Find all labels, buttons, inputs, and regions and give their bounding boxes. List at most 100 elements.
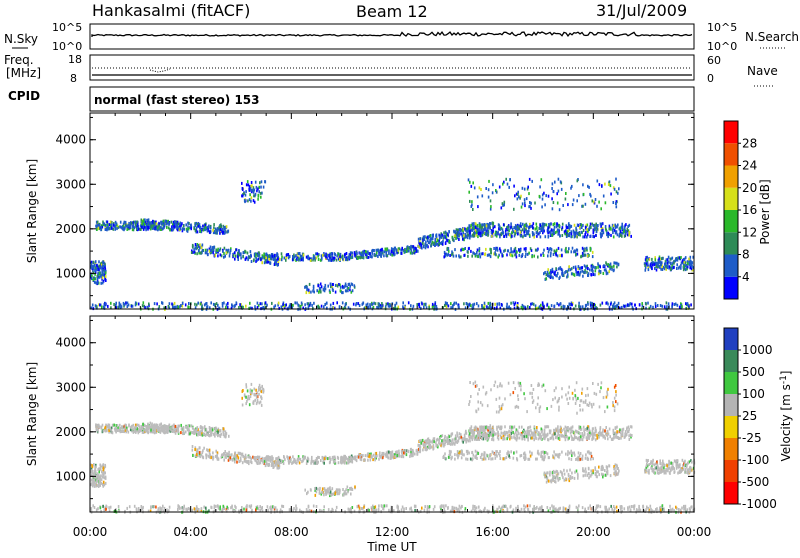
range-gate-cell <box>656 265 658 268</box>
range-gate-cell <box>219 232 221 235</box>
range-gate-cell <box>420 237 422 240</box>
range-gate-cell <box>510 302 512 305</box>
range-gate-cell <box>502 228 504 231</box>
range-gate-cell <box>481 437 483 440</box>
range-gate-cell <box>141 219 143 222</box>
range-gate-cell <box>462 238 464 241</box>
range-gate-cell <box>690 303 692 306</box>
range-gate-cell <box>261 459 263 462</box>
range-gate-cell <box>338 461 340 464</box>
range-gate-cell <box>649 258 651 261</box>
range-gate-cell <box>430 234 432 237</box>
range-gate-cell <box>260 192 262 195</box>
range-gate-cell <box>617 233 619 236</box>
range-gate-cell <box>488 196 490 199</box>
range-gate-cell <box>205 226 207 229</box>
range-gate-cell <box>354 254 356 257</box>
range-gate-cell <box>490 205 492 208</box>
range-gate-cell <box>365 454 367 457</box>
range-gate-cell <box>580 305 582 308</box>
range-gate-cell <box>685 261 687 264</box>
nsky-label: N.Sky <box>4 32 38 46</box>
colorbar-swatch <box>724 166 738 188</box>
range-gate-cell <box>185 426 187 429</box>
range-gate-cell <box>425 448 427 451</box>
range-gate-cell <box>473 226 475 229</box>
range-gate-cell <box>516 251 518 254</box>
range-gate-cell <box>109 424 111 427</box>
range-gate-cell <box>671 305 673 308</box>
range-gate-cell <box>308 458 310 461</box>
range-gate-cell <box>189 432 191 435</box>
range-gate-cell <box>587 185 589 188</box>
range-gate-cell <box>362 250 364 253</box>
range-gate-cell <box>511 436 513 439</box>
range-gate-cell <box>222 302 224 305</box>
range-gate-cell <box>578 194 580 197</box>
range-gate-cell <box>277 258 279 261</box>
range-gate-cell <box>444 435 446 438</box>
range-gate-cell <box>560 302 562 305</box>
range-gate-cell <box>249 193 251 196</box>
range-gate-cell <box>342 301 344 304</box>
range-gate-cell <box>605 201 607 204</box>
range-gate-cell <box>103 222 105 225</box>
range-gate-cell <box>587 267 589 270</box>
range-gate-cell <box>463 302 465 305</box>
range-gate-cell <box>371 255 373 258</box>
range-gate-cell <box>161 301 163 304</box>
range-gate-cell <box>509 233 511 236</box>
range-gate-cell <box>688 258 690 261</box>
range-gate-cell <box>183 228 185 231</box>
range-gate-cell <box>477 195 479 198</box>
nsky-tick-top-left: 10^5 <box>52 21 82 34</box>
range-gate-cell <box>675 258 677 261</box>
range-gate-cell <box>424 443 426 446</box>
range-gate-cell <box>345 258 347 261</box>
range-gate-cell <box>180 222 182 225</box>
range-gate-cell <box>521 206 523 209</box>
range-gate-cell <box>631 303 633 306</box>
range-gate-cell <box>206 302 208 305</box>
range-gate-cell <box>199 446 201 449</box>
range-gate-cell <box>339 258 341 261</box>
range-gate-cell <box>263 255 265 258</box>
range-gate-cell <box>250 460 252 463</box>
range-gate-cell <box>482 429 484 432</box>
range-gate-cell <box>266 254 268 257</box>
range-gate-cell <box>224 255 226 258</box>
range-gate-cell <box>117 424 119 427</box>
range-gate-cell <box>273 462 275 465</box>
range-gate-cell <box>210 227 212 230</box>
range-gate-cell <box>541 205 543 208</box>
range-gate-cell <box>95 281 97 284</box>
range-gate-cell <box>104 267 106 270</box>
range-gate-cell <box>465 233 467 236</box>
range-gate-cell <box>467 233 469 236</box>
range-gate-cell <box>536 249 538 252</box>
range-gate-cell <box>610 303 612 306</box>
range-gate-cell <box>480 232 482 235</box>
range-gate-cell <box>678 267 680 270</box>
nsky-trace <box>92 32 692 37</box>
range-gate-cell <box>163 220 165 223</box>
range-gate-cell <box>511 235 513 238</box>
range-gate-cell <box>527 253 529 256</box>
range-gate-cell <box>592 273 594 276</box>
range-gate-cell <box>499 226 501 229</box>
range-gate-cell <box>551 197 553 200</box>
range-gate-cell <box>528 192 530 195</box>
range-gate-cell <box>529 201 531 204</box>
range-gate-cell <box>654 267 656 270</box>
range-gate-cell <box>392 450 394 453</box>
range-gate-cell <box>582 275 584 278</box>
range-gate-cell <box>94 281 96 284</box>
range-gate-cell <box>271 464 273 467</box>
range-gate-cell <box>578 302 580 305</box>
range-gate-cell <box>557 202 559 205</box>
range-gate-cell <box>500 435 502 438</box>
range-gate-cell <box>475 222 477 225</box>
range-gate-cell <box>504 249 506 252</box>
